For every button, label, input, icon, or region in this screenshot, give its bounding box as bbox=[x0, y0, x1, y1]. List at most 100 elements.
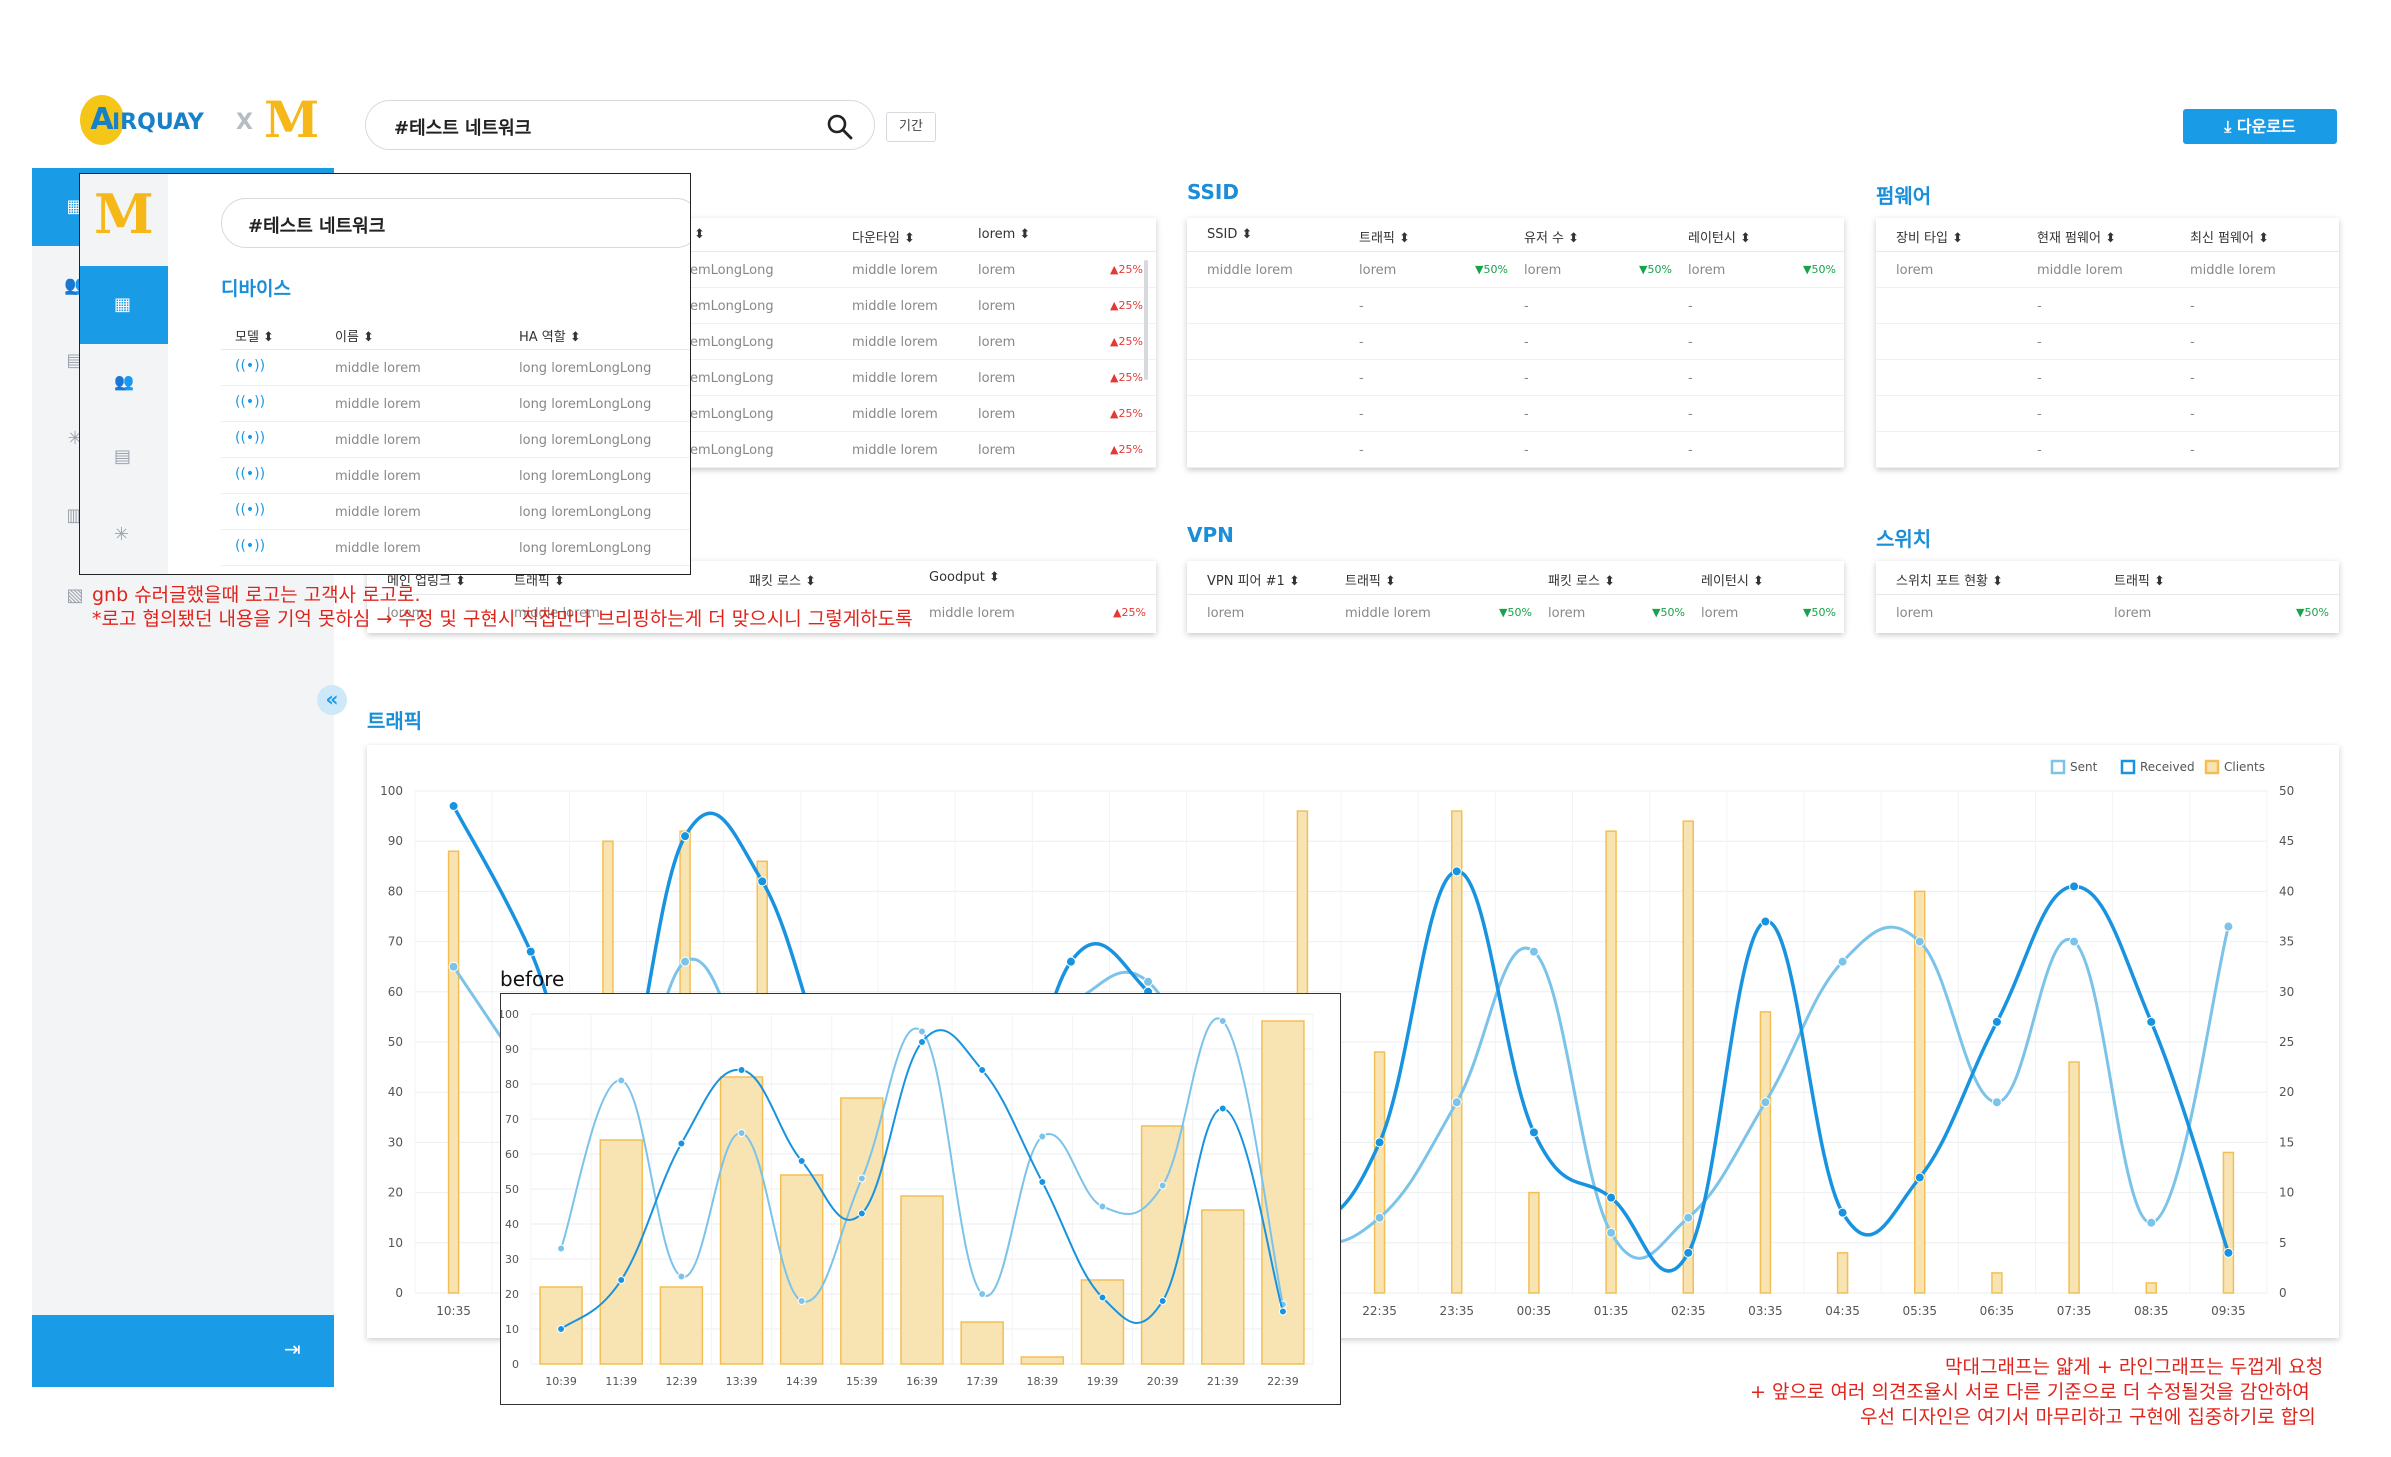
users-icon[interactable]: 👥 bbox=[114, 372, 134, 391]
table-row[interactable]: emLongLong middle lorem lorem ▲25% bbox=[680, 288, 1156, 324]
table-row[interactable]: emLongLong middle lorem lorem ▲25% bbox=[680, 324, 1156, 360]
device-table-scrollbar[interactable] bbox=[1144, 260, 1148, 380]
vpn-col-traffic[interactable]: 트래픽 ⬍ bbox=[1345, 574, 1396, 589]
device-col-1[interactable]: ⬍ bbox=[694, 227, 705, 242]
received-point bbox=[1528, 1127, 1539, 1138]
devices-col-model[interactable]: 모델 ⬍ bbox=[235, 330, 274, 345]
received-point bbox=[1038, 1178, 1047, 1186]
received-point bbox=[525, 946, 536, 957]
wifi-device-icon: ((•)) bbox=[235, 430, 266, 446]
device-cell: middle lorem bbox=[852, 371, 938, 386]
y-tick-label: 20 bbox=[388, 1186, 403, 1200]
device-name: middle lorem bbox=[335, 505, 421, 520]
table-row[interactable]: -- bbox=[1876, 288, 2339, 324]
uplink-col-loss[interactable]: 패킷 로스 ⬍ bbox=[749, 574, 816, 589]
table-row[interactable]: middle lorem lorem ▼50% lorem ▼50% lorem… bbox=[1187, 252, 1844, 288]
firmware-col-type[interactable]: 장비 타입 ⬍ bbox=[1896, 231, 1963, 246]
ssid-col-traffic[interactable]: 트래픽 ⬍ bbox=[1359, 231, 1410, 246]
x-tick-label: 04:35 bbox=[1825, 1304, 1860, 1318]
received-point bbox=[1991, 1016, 2002, 1027]
received-point bbox=[1374, 1137, 1385, 1148]
table-row[interactable]: -- bbox=[1876, 396, 2339, 432]
table-row[interactable]: --- bbox=[1187, 288, 1844, 324]
table-row[interactable]: --- bbox=[1187, 360, 1844, 396]
ssid-col-latency[interactable]: 레이턴시 ⬍ bbox=[1688, 231, 1751, 246]
received-point bbox=[1218, 1104, 1227, 1113]
table-row[interactable]: -- bbox=[1876, 432, 2339, 468]
network-icon[interactable]: ✳ bbox=[67, 428, 83, 449]
table-row[interactable]: -- bbox=[1876, 360, 2339, 396]
sent-point bbox=[797, 1297, 806, 1305]
table-row[interactable]: emLongLong middle lorem lorem ▲25% bbox=[680, 360, 1156, 396]
switch-col-port[interactable]: 스위치 포트 현황 ⬍ bbox=[1896, 574, 2004, 589]
download-label: 다운로드 bbox=[2236, 117, 2296, 136]
clients-bar bbox=[1759, 1011, 1772, 1294]
x-tick-label: 21:39 bbox=[1207, 1375, 1239, 1388]
ssid-col-users[interactable]: 유저 수 ⬍ bbox=[1524, 231, 1580, 246]
network-icon[interactable]: ✳ bbox=[114, 524, 130, 545]
firmware-col-current[interactable]: 현재 펌웨어 ⬍ bbox=[2037, 231, 2116, 246]
vpn-col-peer[interactable]: VPN 피어 #1 ⬍ bbox=[1207, 574, 1300, 589]
device-col-downtime[interactable]: 다운타임 ⬍ bbox=[852, 231, 915, 246]
legend-label: Sent bbox=[2070, 760, 2098, 774]
firmware-col-latest[interactable]: 최신 펌웨어 ⬍ bbox=[2190, 231, 2269, 246]
period-button[interactable]: 기간 bbox=[886, 112, 936, 142]
device-col-lorem[interactable]: lorem ⬍ bbox=[978, 227, 1031, 242]
vpn-col-loss[interactable]: 패킷 로스 ⬍ bbox=[1548, 574, 1615, 589]
mockup-search[interactable]: #테스트 네트워크 bbox=[221, 198, 690, 248]
table-row[interactable]: lorem middle lorem middle lorem bbox=[1876, 252, 2339, 288]
search-input[interactable]: #테스트 네트워크 bbox=[394, 118, 532, 139]
trend-badge: ▼50% bbox=[1475, 263, 1508, 276]
uplink-col-goodput[interactable]: Goodput ⬍ bbox=[929, 570, 1000, 585]
sent-point bbox=[1098, 1202, 1107, 1211]
device-cell: ▲25% bbox=[1110, 299, 1143, 312]
partner-logo: M bbox=[94, 182, 154, 246]
table-row[interactable]: lorem middle lorem middle lorem ▲25% bbox=[367, 595, 1156, 631]
devices-col-name[interactable]: 이름 ⬍ bbox=[335, 330, 374, 345]
collapse-sidebar-button[interactable]: « bbox=[317, 685, 347, 715]
table-row[interactable]: -- bbox=[1876, 324, 2339, 360]
vpn-col-latency[interactable]: 레이턴시 ⬍ bbox=[1701, 574, 1764, 589]
legend-swatch bbox=[2204, 759, 2220, 775]
y-tick-label: 80 bbox=[505, 1078, 519, 1091]
table-row[interactable]: --- bbox=[1187, 432, 1844, 468]
table-row[interactable]: lorem middle lorem ▼50% lorem ▼50% lorem… bbox=[1187, 595, 1844, 631]
clients-bar bbox=[1020, 1356, 1065, 1365]
table-row[interactable]: ((•)) middle lorem long loremLongLong bbox=[221, 350, 690, 386]
table-row[interactable]: emLongLong middle lorem lorem ▲25% bbox=[680, 396, 1156, 432]
switch-col-traffic[interactable]: 트래픽 ⬍ bbox=[2114, 574, 2165, 589]
table-row[interactable]: --- bbox=[1187, 324, 1844, 360]
table-row[interactable]: lorem lorem ▼50% bbox=[1876, 595, 2339, 631]
search-input[interactable]: #테스트 네트워크 bbox=[248, 216, 386, 237]
device-icon[interactable]: ▤ bbox=[114, 446, 132, 467]
mockup-sidebar-dashboard[interactable]: ▦ bbox=[80, 266, 168, 344]
before-chart-box: 0 10 20 30 40 50 60 70 80 90 100 10:39 11:39 12:39 13:… bbox=[498, 993, 1341, 1405]
empty-cell: - bbox=[1524, 335, 1529, 350]
y-tick-label: 60 bbox=[505, 1148, 519, 1161]
file-icon[interactable]: ▧ bbox=[66, 585, 84, 606]
table-row[interactable]: ((•)) middle lorem long loremLongLong bbox=[221, 530, 690, 566]
received-point bbox=[2069, 881, 2080, 892]
sent-point bbox=[737, 1129, 746, 1137]
devices-col-ha[interactable]: HA 역할 ⬍ bbox=[519, 330, 581, 345]
table-row[interactable]: emLongLong middle lorem lorem ▲25% bbox=[680, 432, 1156, 468]
uplink-col-traffic[interactable]: 트래픽 ⬍ bbox=[514, 574, 565, 589]
download-button[interactable]: ⤓ 다운로드 bbox=[2183, 109, 2337, 144]
device-cell: middle lorem bbox=[852, 443, 938, 458]
y2-tick-label: 35 bbox=[2279, 935, 2294, 949]
table-row[interactable]: ((•)) middle lorem long loremLongLong bbox=[221, 422, 690, 458]
table-row[interactable]: ((•)) middle lorem long loremLongLong bbox=[221, 494, 690, 530]
ssid-col-ssid[interactable]: SSID ⬍ bbox=[1207, 227, 1253, 242]
received-point bbox=[918, 1038, 926, 1046]
uplink-col-main[interactable]: 메인 업링크 ⬍ bbox=[387, 574, 466, 589]
network-search[interactable]: #테스트 네트워크 bbox=[365, 100, 875, 150]
table-row[interactable]: --- bbox=[1187, 396, 1844, 432]
table-row[interactable]: ((•)) middle lorem long loremLongLong bbox=[221, 458, 690, 494]
search-icon[interactable] bbox=[826, 113, 854, 141]
table-row[interactable]: ((•)) middle lorem long loremLongLong bbox=[221, 386, 690, 422]
sent-point bbox=[557, 1244, 566, 1253]
device-name: middle lorem bbox=[335, 541, 421, 556]
logout-button[interactable]: ⇥ bbox=[32, 1315, 334, 1387]
x-tick-label: 01:35 bbox=[1594, 1304, 1629, 1318]
table-row[interactable]: emLongLong middle lorem lorem ▲25% bbox=[680, 252, 1156, 288]
